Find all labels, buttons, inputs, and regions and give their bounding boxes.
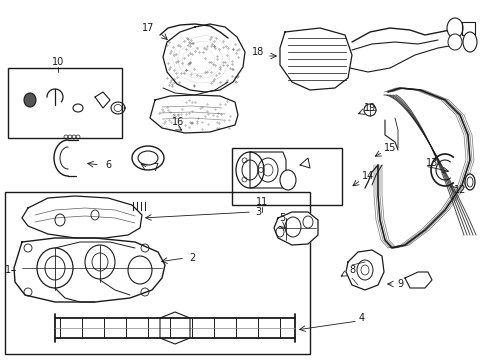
Polygon shape	[163, 24, 244, 92]
Polygon shape	[54, 140, 68, 176]
Ellipse shape	[462, 32, 476, 52]
Text: 7: 7	[152, 163, 158, 173]
Text: 1: 1	[5, 265, 11, 275]
Polygon shape	[14, 238, 164, 302]
Text: 19: 19	[363, 103, 375, 113]
Ellipse shape	[280, 170, 295, 190]
Polygon shape	[346, 250, 383, 290]
Text: 15: 15	[383, 143, 395, 153]
Polygon shape	[273, 212, 317, 245]
Polygon shape	[22, 196, 142, 238]
Polygon shape	[430, 154, 452, 186]
Ellipse shape	[446, 18, 462, 38]
Bar	[231, 148, 341, 205]
Text: 2: 2	[188, 253, 195, 263]
Text: 14: 14	[361, 171, 373, 181]
Text: 12: 12	[453, 185, 465, 195]
Text: 5: 5	[278, 213, 285, 223]
Ellipse shape	[464, 174, 474, 190]
Text: 13: 13	[425, 158, 437, 168]
Text: 8: 8	[348, 265, 354, 275]
Polygon shape	[150, 95, 238, 133]
Ellipse shape	[132, 146, 163, 170]
Text: 4: 4	[358, 313, 365, 323]
Ellipse shape	[447, 34, 461, 50]
Polygon shape	[280, 28, 351, 90]
Bar	[8, 68, 122, 138]
Text: 18: 18	[251, 47, 264, 57]
Ellipse shape	[24, 93, 36, 107]
Text: 3: 3	[254, 207, 261, 217]
Bar	[5, 192, 309, 354]
Text: 11: 11	[255, 197, 267, 207]
Text: 17: 17	[142, 23, 154, 33]
Polygon shape	[404, 272, 431, 288]
Text: 9: 9	[396, 279, 402, 289]
Text: 16: 16	[171, 117, 184, 127]
Text: 6: 6	[105, 160, 111, 170]
Ellipse shape	[236, 152, 264, 188]
Polygon shape	[249, 152, 285, 188]
Text: 10: 10	[52, 57, 64, 67]
